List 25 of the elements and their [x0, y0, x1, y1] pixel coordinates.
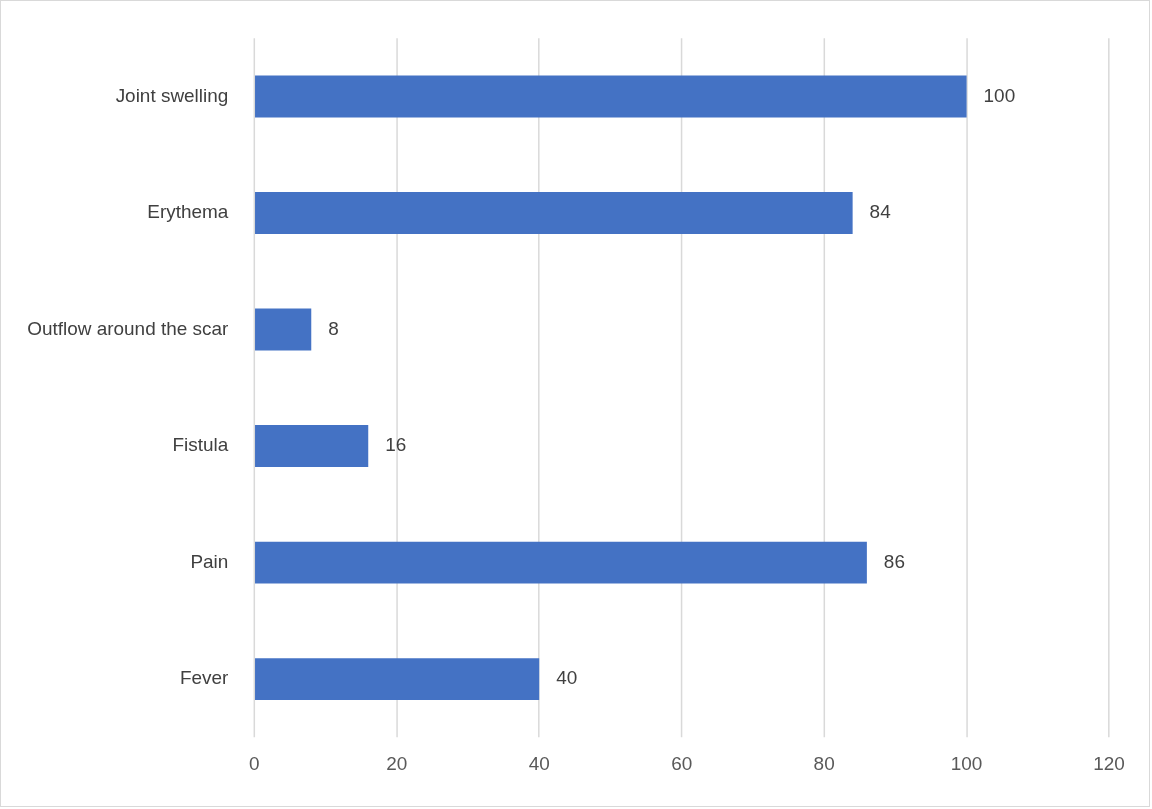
bar: [255, 658, 540, 701]
data-label: 84: [869, 201, 891, 223]
bar: [255, 308, 312, 351]
y-tick-label: Outflow around the scar: [27, 317, 229, 339]
x-tick-label: 120: [1093, 752, 1125, 774]
x-tick-label: 20: [386, 752, 408, 774]
x-tick-label: 100: [950, 752, 983, 774]
data-label: 16: [385, 434, 407, 456]
y-tick-label: Joint swelling: [115, 84, 229, 106]
data-label: 8: [328, 317, 339, 339]
x-tick-label: 0: [249, 752, 260, 774]
x-tick-label: 80: [813, 752, 835, 774]
y-tick-label: Erythema: [147, 201, 229, 223]
y-tick-label: Pain: [190, 550, 229, 572]
data-label: 100: [983, 84, 1016, 106]
x-tick-label: 60: [671, 752, 693, 774]
data-label: 86: [883, 550, 905, 572]
bar: [255, 75, 967, 118]
y-tick-label: Fistula: [172, 434, 229, 456]
y-tick-label: Fever: [179, 667, 229, 689]
bar: [255, 192, 853, 235]
data-label: 40: [556, 667, 578, 689]
bar: [255, 541, 867, 584]
bar: [255, 425, 369, 468]
x-tick-label: 40: [528, 752, 550, 774]
